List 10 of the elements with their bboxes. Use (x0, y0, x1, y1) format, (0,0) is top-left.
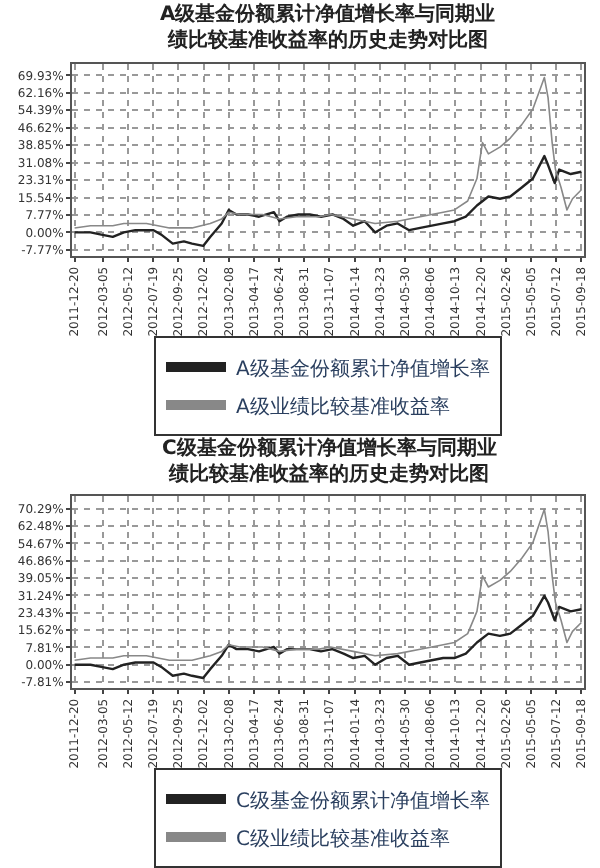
line-series (73, 76, 583, 229)
line-series (73, 594, 583, 680)
legend-label: C级基金份额累计净值增长率 (236, 788, 490, 813)
legend-label: A级基金份额累计净值增长率 (236, 356, 490, 381)
legend-label: A级业绩比较基准收益率 (236, 394, 450, 419)
chart-title: A级基金份额累计净值增长率与同期业绩比较基准收益率的历史走势对比图 (160, 2, 496, 52)
line-series (73, 154, 583, 248)
legend-label: C级业绩比较基准收益率 (236, 826, 450, 851)
chart-title: C级基金份额累计净值增长率与同期业绩比较基准收益率的历史走势对比图 (162, 436, 497, 486)
line-series (73, 508, 583, 662)
